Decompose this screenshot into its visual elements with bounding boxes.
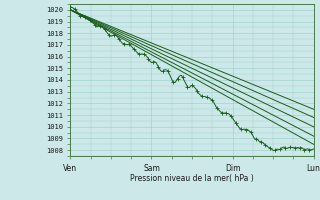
X-axis label: Pression niveau de la mer( hPa ): Pression niveau de la mer( hPa ) (130, 174, 254, 183)
